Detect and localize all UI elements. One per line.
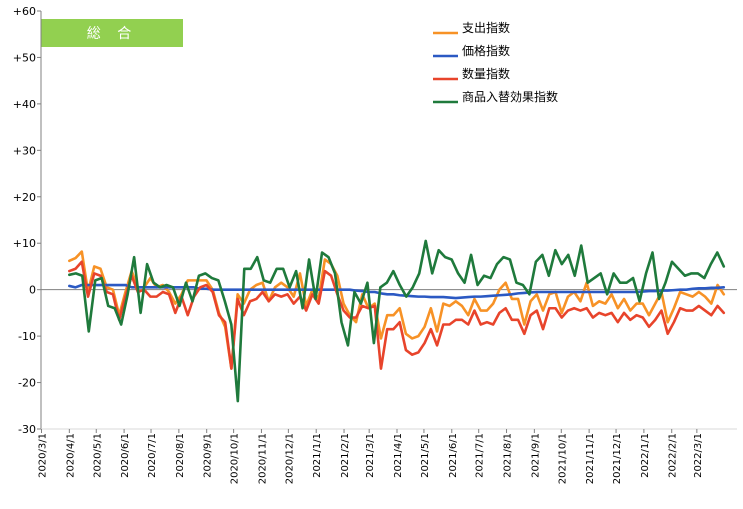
y-tick-label: +30 (13, 144, 36, 157)
x-tick-label: 2021/1/1 (312, 433, 323, 478)
badge-label: 総 合 (87, 26, 137, 42)
x-tick-label: 2022/3/1 (693, 433, 704, 478)
x-tick-label: 2020/11/1 (257, 433, 268, 484)
legend-label: 価格指数 (462, 43, 510, 58)
x-tick-label: 2020/10/1 (230, 433, 241, 484)
x-tick-label: 2022/2/1 (668, 433, 679, 478)
legend-label: 商品入替効果指数 (462, 89, 558, 104)
x-tick-label: 2020/6/1 (120, 433, 131, 478)
y-tick-label: +50 (13, 51, 36, 64)
x-tick-label: 2020/4/1 (65, 433, 76, 478)
series-line-0 (68, 250, 726, 370)
y-tick-label: +60 (13, 5, 36, 18)
x-tick-label: 2020/5/1 (92, 433, 103, 478)
x-tick-label: 2021/4/1 (393, 433, 404, 478)
y-tick-label: +40 (13, 98, 36, 111)
x-tick-label: 2020/12/1 (284, 433, 295, 484)
x-tick-label: 2021/9/1 (530, 433, 541, 478)
x-tick-label: 2021/7/1 (475, 433, 486, 478)
x-tick-label: 2021/10/1 (557, 433, 568, 484)
series-line-3 (68, 239, 726, 403)
y-tick-label: -30 (18, 423, 36, 436)
legend-label: 支出指数 (462, 20, 510, 35)
x-tick-label: 2021/3/1 (365, 433, 376, 478)
badge: 総 合 (41, 19, 183, 47)
badge-box (41, 19, 183, 47)
y-tick-label: -20 (18, 377, 36, 390)
x-tick-label: 2021/11/1 (585, 433, 596, 484)
series-lines (68, 239, 726, 403)
axes (37, 10, 737, 433)
x-tick-label: 2020/8/1 (175, 433, 186, 478)
y-tick-label: +20 (13, 191, 36, 204)
x-tick-label: 2020/9/1 (203, 433, 214, 478)
x-tick-label: 2021/12/1 (612, 433, 623, 484)
x-tick-label: 2020/7/1 (147, 433, 158, 478)
x-tick-label: 2021/5/1 (420, 433, 431, 478)
x-tick-label: 2021/2/1 (340, 433, 351, 478)
x-tick-label: 2020/3/1 (38, 433, 49, 478)
series-line-1 (68, 283, 726, 300)
y-tick-label: 0 (29, 284, 36, 297)
x-tick-label: 2022/1/1 (640, 433, 651, 478)
y-tick-label: -10 (18, 330, 36, 343)
x-tick-label: 2021/6/1 (448, 433, 459, 478)
x-tick-labels: 2020/3/1 2020/4/1 2020/5/1 2020/6/1 2020/7/1… (38, 433, 704, 484)
x-tick-label: 2021/8/1 (503, 433, 514, 478)
y-tick-labels: +60 +50 +40 +30 +20 +10 0 -10 -20 -30 (13, 5, 36, 436)
y-tick-label: +10 (13, 237, 36, 250)
legend-label: 数量指数 (462, 66, 510, 81)
